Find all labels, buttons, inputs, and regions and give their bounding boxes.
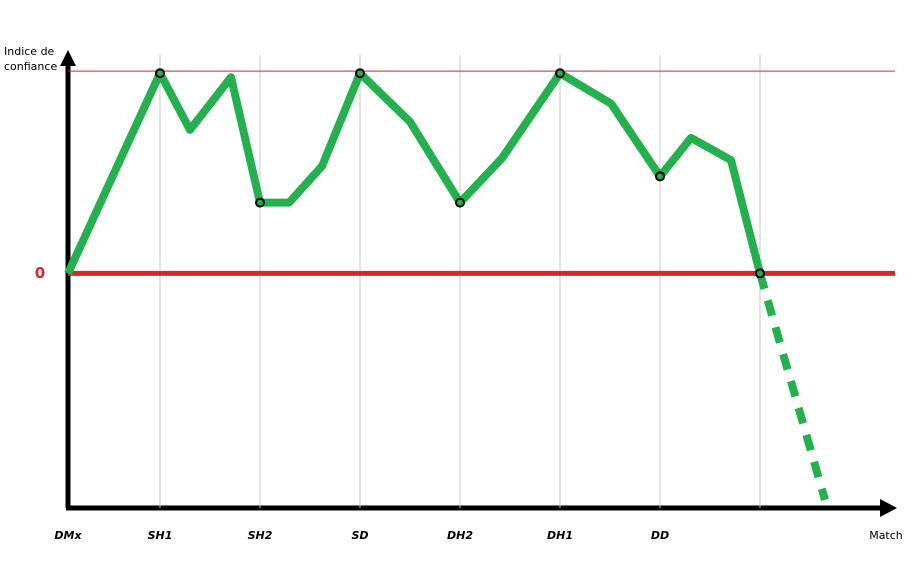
projection-line [756,272,829,502]
x-tick-label: DD [651,529,669,542]
x-axis-label: Match [869,529,903,542]
y-axis-arrow [60,50,76,66]
confidence-line [64,69,764,276]
plot: DMx SH1 SH2 SD DH2 DH1 DD 0 Indice de confiance Ma… [4,45,903,542]
x-tick-label: SH2 [248,529,273,542]
checkpoint [655,171,665,182]
x-axis-arrow [880,499,897,517]
checkpoint [155,68,165,79]
axes [60,50,897,517]
checkpoint [255,197,265,208]
checkpoint [355,68,365,79]
x-tick-label: DH2 [447,529,473,542]
checkpoint [455,197,465,208]
checkpoint [755,268,765,279]
y-tick-label: 0 [35,264,45,282]
x-tick-label: SH1 [148,529,173,542]
y-axis-label: Indice de confiance [4,45,57,73]
checkpoint [555,68,565,79]
x-tick-label: SD [351,529,368,542]
x-tick-label: DMx [54,529,82,542]
x-tick-label: DH1 [547,529,573,542]
